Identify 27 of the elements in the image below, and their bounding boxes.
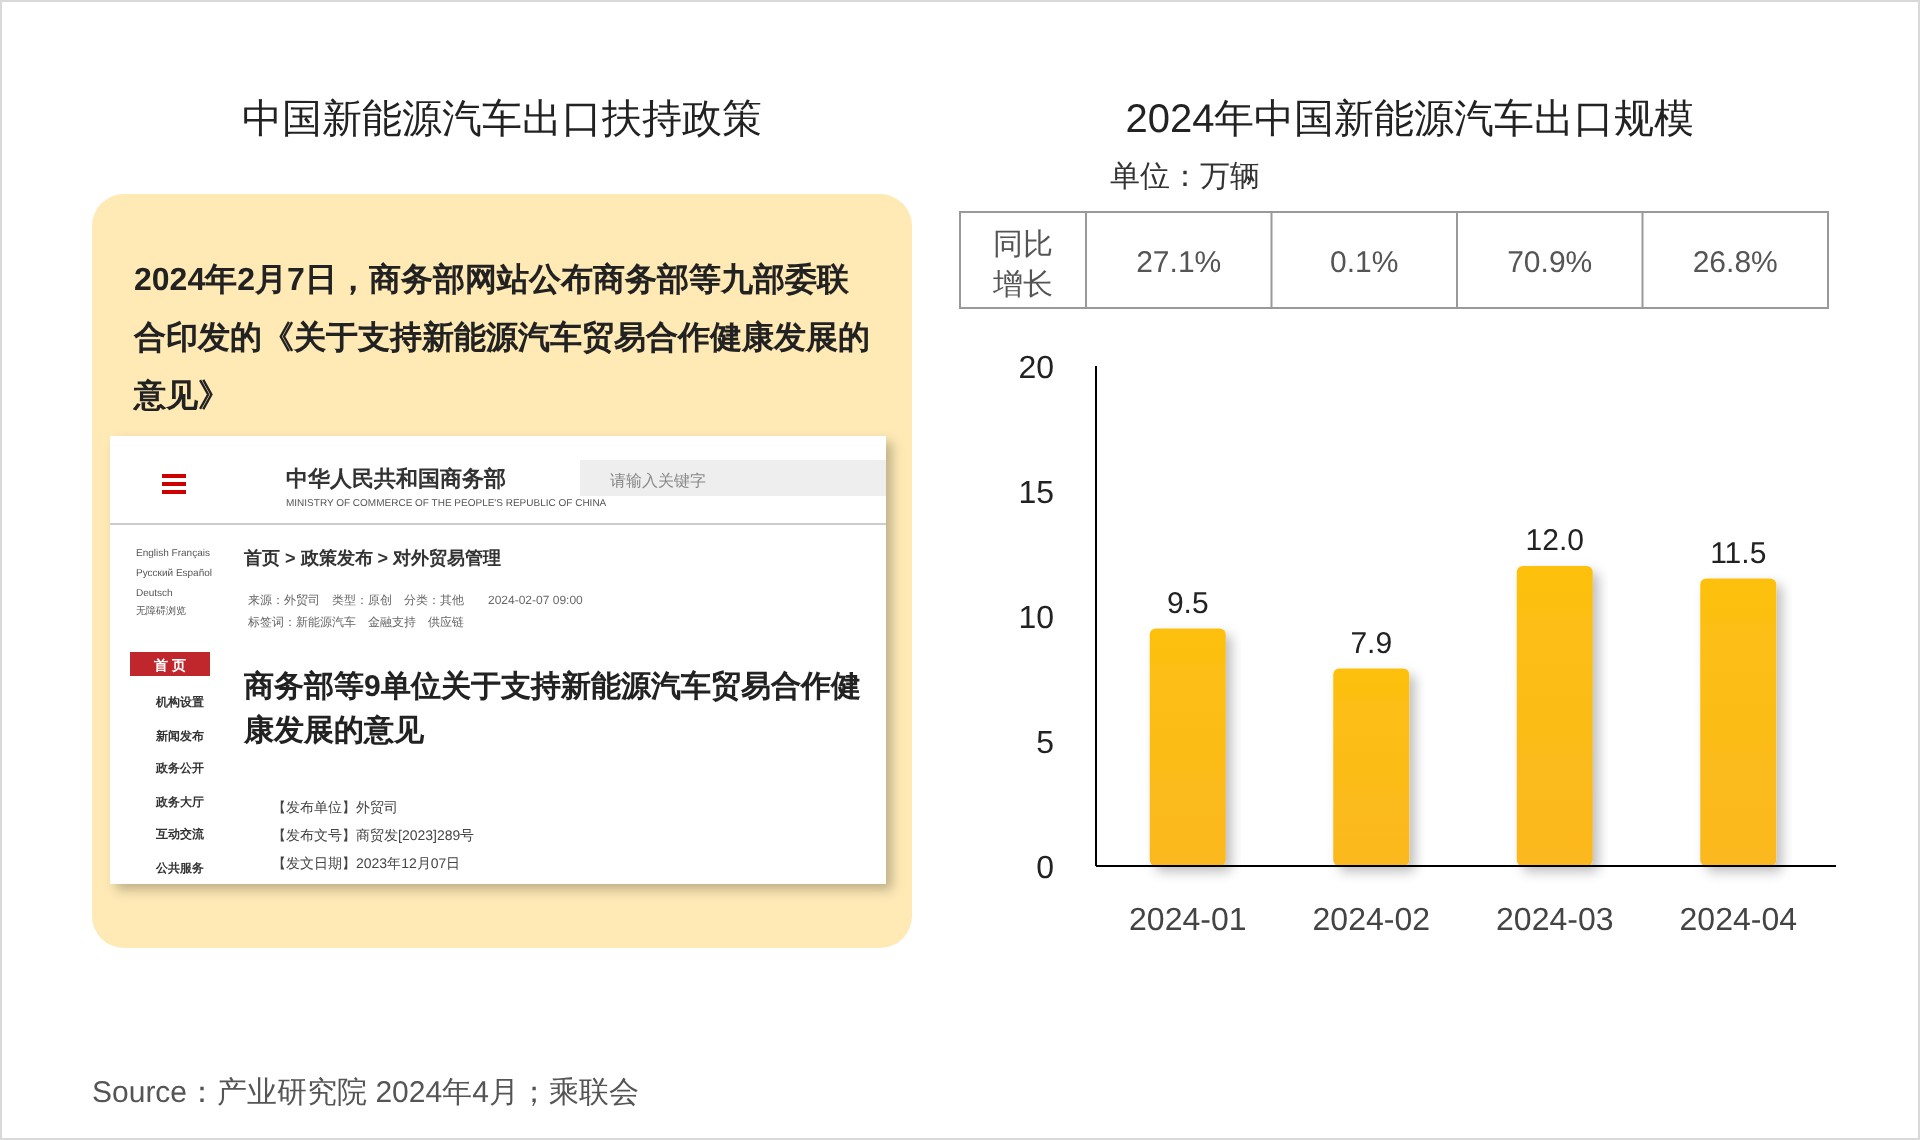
bar xyxy=(1333,668,1410,866)
y-axis-title: 单位：万辆 xyxy=(1110,160,1260,194)
chart-title: 2024年中国新能源汽车出口规模 xyxy=(1125,98,1695,142)
data-label: 9.5 xyxy=(1166,586,1209,621)
x-tick-label: 2024-02 xyxy=(1312,904,1431,938)
source-note: Source：产业研究院 2024年4月；乘联会 xyxy=(92,1076,639,1110)
bar xyxy=(1149,628,1226,866)
text: 27.1% xyxy=(1136,246,1222,280)
y-tick-label: 10 xyxy=(1018,602,1055,636)
y-tick-label: 0 xyxy=(1036,852,1055,886)
text: 2024年2月7日，商务部网站公布商务部等九部委联合印发的《关于支持新能源汽车贸易合作健康发展的意见》 xyxy=(132,262,870,414)
y-tick-label: 20 xyxy=(1018,352,1055,386)
x-tick-label: 2024-04 xyxy=(1679,904,1798,938)
data-label: 7.9 xyxy=(1350,626,1393,661)
data-label: 12.0 xyxy=(1525,524,1584,558)
text: 同比增长 xyxy=(991,228,1053,302)
bar xyxy=(1516,566,1593,866)
y-tick-label: 15 xyxy=(1018,477,1055,511)
x-tick-label: 2024-03 xyxy=(1496,904,1614,938)
x-tick-label: 2024-01 xyxy=(1129,904,1247,938)
text: 26.8% xyxy=(1692,246,1778,280)
data-label: 11.5 xyxy=(1710,536,1767,571)
y-tick-label: 5 xyxy=(1036,727,1055,761)
text: 0.1% xyxy=(1330,246,1399,280)
text: 70.9% xyxy=(1507,246,1593,280)
text: 中国新能源汽车出口扶持政策 xyxy=(242,98,762,142)
bar xyxy=(1700,578,1777,866)
